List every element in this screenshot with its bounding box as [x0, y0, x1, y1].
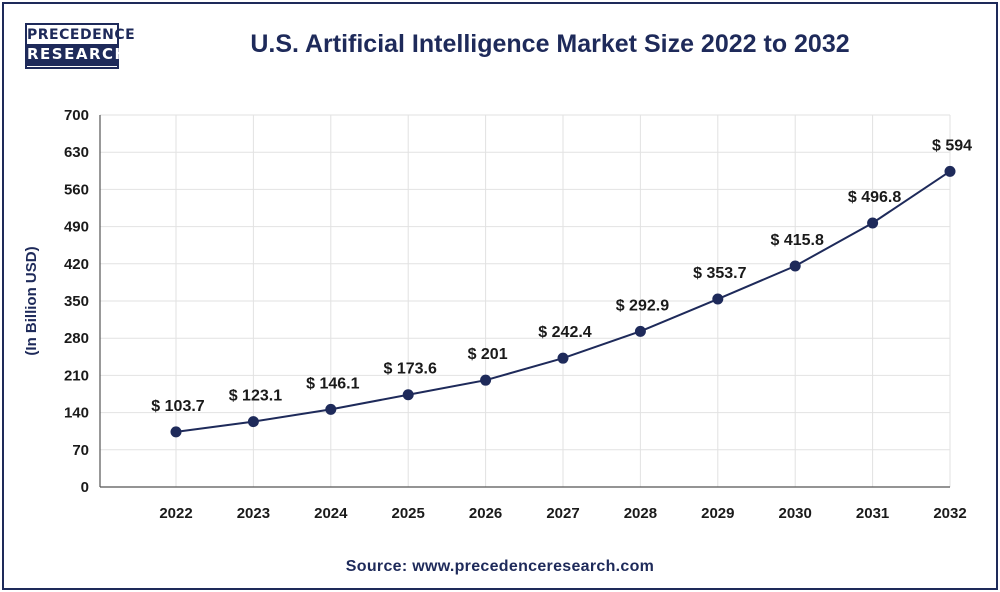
- data-point: [557, 352, 569, 364]
- logo-line-2: RESEARCH: [27, 44, 127, 66]
- x-tick-label: 2022: [159, 505, 192, 522]
- x-tick-label: 2024: [314, 505, 348, 522]
- precedence-research-logo: PRECEDENCE RESEARCH: [25, 23, 136, 69]
- x-tick-label: 2030: [779, 505, 812, 522]
- data-label: $ 415.8: [771, 232, 824, 249]
- y-tick-label: 280: [64, 330, 89, 347]
- x-tick-label: 2032: [933, 505, 966, 522]
- source-text: Source: www.precedenceresearch.com: [345, 558, 655, 575]
- x-tick-label: 2028: [624, 505, 657, 522]
- y-tick-label: 420: [64, 256, 89, 273]
- data-label: $ 146.1: [306, 375, 359, 392]
- data-point: [712, 293, 724, 305]
- y-tick-label: 70: [72, 442, 89, 459]
- data-point: [944, 165, 956, 177]
- x-tick-label: 2031: [856, 505, 889, 522]
- y-axis-title: (In Billion USD): [23, 246, 40, 355]
- data-point: [789, 260, 801, 272]
- data-label: $ 594: [932, 137, 972, 154]
- data-label: $ 242.4: [538, 324, 591, 341]
- data-label: $ 353.7: [693, 265, 746, 282]
- y-tick-label: 210: [64, 367, 89, 384]
- data-point: [170, 426, 182, 438]
- data-point: [325, 403, 337, 415]
- data-point: [634, 325, 646, 337]
- data-point: [867, 217, 879, 229]
- x-tick-label: 2026: [469, 505, 502, 522]
- logo-line-1: PRECEDENCE: [27, 27, 136, 43]
- y-tick-label: 560: [64, 181, 89, 198]
- x-tick-label: 2023: [237, 505, 270, 522]
- y-tick-label: 490: [64, 219, 89, 236]
- chart-title: U.S. Artificial Intelligence Market Size…: [250, 30, 850, 58]
- x-tick-label: 2029: [701, 505, 734, 522]
- data-label: $ 496.8: [848, 189, 901, 206]
- x-tick-label: 2027: [546, 505, 579, 522]
- y-tick-label: 140: [64, 405, 89, 422]
- y-tick-label: 0: [81, 479, 89, 496]
- x-tick-label: 2025: [392, 505, 425, 522]
- y-tick-label: 350: [64, 293, 89, 310]
- data-label: $ 173.6: [384, 361, 437, 378]
- data-label: $ 201: [468, 346, 508, 363]
- data-point: [402, 389, 414, 401]
- data-point: [247, 416, 259, 428]
- data-label: $ 123.1: [229, 388, 282, 405]
- data-point: [480, 374, 492, 386]
- data-label: $ 292.9: [616, 297, 669, 314]
- y-tick-label: 630: [64, 144, 89, 161]
- data-label: $ 103.7: [151, 398, 204, 415]
- y-tick-label: 700: [64, 107, 89, 124]
